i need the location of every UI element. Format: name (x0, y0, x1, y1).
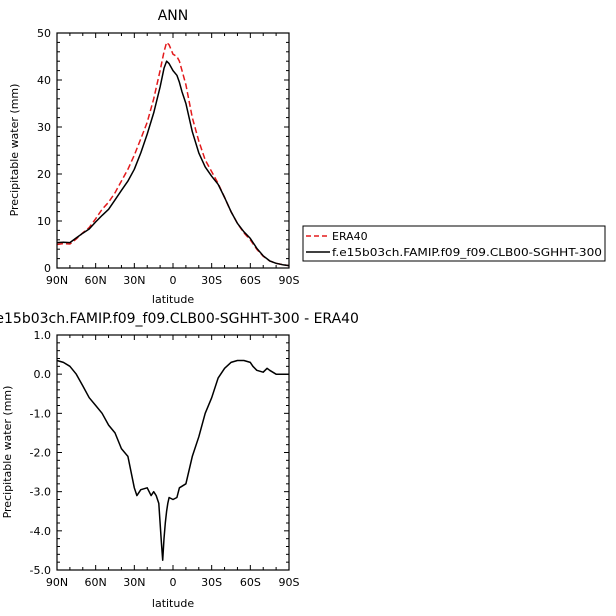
top-x-tick-label: 90S (279, 274, 300, 287)
top-x-tick-label: 90N (46, 274, 68, 287)
top-x-tick-label: 60N (85, 274, 107, 287)
top-series-line-0 (56, 41, 290, 267)
top-x-tick-label: 30S (201, 274, 222, 287)
bottom-series-line-0 (56, 359, 289, 561)
bottom-frame (56, 334, 290, 571)
bottom-x-tick-label: 30S (201, 576, 222, 589)
top-series (56, 41, 290, 267)
bottom-series (56, 359, 289, 561)
bottom-title: f.e15b03ch.FAMIP.f09_f09.CLB00-SGHHT-300… (0, 311, 359, 327)
bottom-y-tick-label: -4.0 (30, 525, 51, 538)
top-x-tick-label: 0 (170, 274, 177, 287)
top-y-tick-label: 40 (37, 74, 51, 87)
bottom-x-tick-label: 90S (279, 576, 300, 589)
bottom-x-label: latitude (152, 597, 194, 610)
top-y-tick-label: 50 (37, 27, 51, 40)
bottom-x-tick-label: 60N (85, 576, 107, 589)
top-ticks: 90N 60N 30N 0 30S 60S 90S 0 10 20 30 40 50 (37, 27, 300, 287)
top-y-tick-label: 0 (44, 262, 51, 275)
bottom-y-tick-label: -1.0 (30, 407, 51, 420)
top-x-tick-label: 30N (123, 274, 145, 287)
legend-label-era40: ERA40 (332, 230, 368, 243)
bottom-y-tick-label: -3.0 (30, 486, 51, 499)
bottom-panel: f.e15b03ch.FAMIP.f09_f09.CLB00-SGHHT-300… (0, 311, 359, 610)
bottom-y-tick-label: 0.0 (34, 368, 52, 381)
top-y-tick-label: 10 (37, 215, 51, 228)
legend-box (302, 225, 606, 262)
bottom-y-tick-label: -2.0 (30, 447, 51, 460)
top-x-label: latitude (152, 293, 194, 306)
top-x-tick-label: 60S (240, 274, 261, 287)
top-y-tick-label: 30 (37, 121, 51, 134)
legend-label-model: f.e15b03ch.FAMIP.f09_f09.CLB00-SGHHT-300 (332, 246, 602, 259)
top-frame (56, 32, 290, 269)
top-y-tick-label: 20 (37, 168, 51, 181)
bottom-x-tick-label: 30N (123, 576, 145, 589)
top-y-label: Precipitable water (mm) (8, 84, 21, 217)
bottom-y-tick-label: 1.0 (34, 329, 52, 342)
bottom-x-tick-label: 60S (240, 576, 261, 589)
bottom-x-tick-label: 0 (170, 576, 177, 589)
top-title: ANN (158, 8, 189, 24)
bottom-x-tick-label: 90N (46, 576, 68, 589)
bottom-ticks: 90N 60N 30N 0 30S 60S 90S -5.0 -4.0 -3.0 -2.0 -1.0 0… (30, 329, 300, 589)
bottom-y-label: Precipitable water (mm) (1, 386, 14, 519)
bottom-y-tick-label: -5.0 (30, 564, 51, 577)
top-panel: ANN Precipitable water (mm) 90N 60N 30N 0 30… (8, 8, 300, 306)
top-series-line-1 (56, 60, 290, 267)
legend: ERA40 f.e15b03ch.FAMIP.f09_f09.CLB00-SGH… (302, 225, 606, 262)
